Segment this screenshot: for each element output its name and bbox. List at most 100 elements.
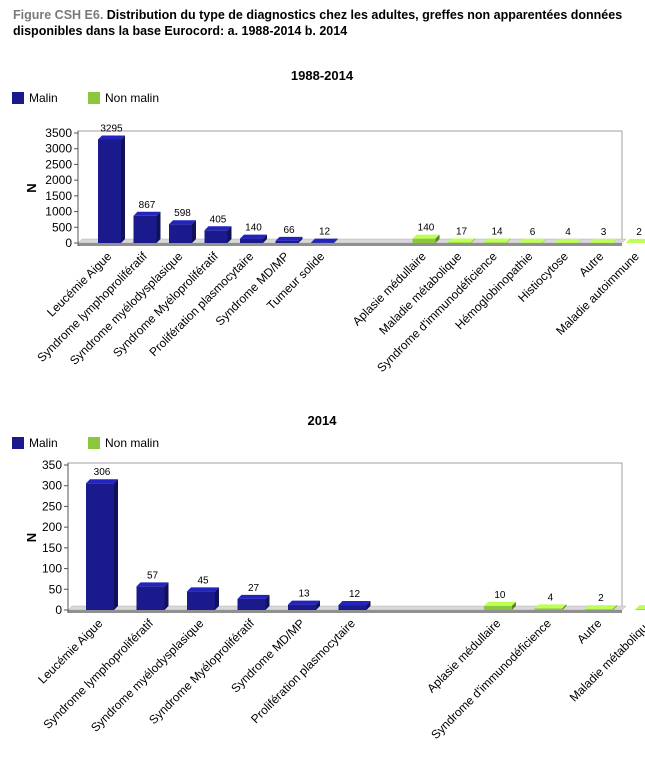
data-label: 2 [598, 593, 604, 604]
bar-side [265, 594, 270, 610]
bar-side [435, 234, 440, 243]
legend-swatch-non-malin [88, 92, 100, 104]
y-tick-label: 500 [52, 220, 72, 234]
data-label: 17 [456, 226, 468, 237]
x-tick-label: Prolifération plasmocytaire [248, 616, 358, 726]
data-label: 3295 [100, 123, 123, 134]
y-tick-label: 250 [42, 499, 62, 513]
x-tick-label: Autre [574, 616, 604, 646]
y-tick-label: 2000 [45, 173, 72, 187]
legend: Malin Non malin [12, 91, 159, 105]
plot-area [77, 130, 623, 244]
bar-side [471, 238, 476, 243]
bar-top [584, 605, 617, 610]
bar-side [164, 582, 169, 610]
bar-front [187, 591, 215, 610]
bar-top [625, 238, 645, 243]
bar-side [316, 600, 320, 610]
bar-front [412, 238, 436, 243]
bar-front [86, 483, 114, 610]
bar-side [334, 238, 338, 243]
legend-swatch-non-malin [88, 437, 100, 449]
bar-front [133, 215, 157, 243]
bar-non-malin-syndrome-d-immunodeficience [534, 604, 567, 610]
y-tick-label: 350 [42, 458, 62, 472]
data-label: 4 [565, 227, 571, 238]
x-tick-label: Maladie métabolique [567, 616, 645, 704]
bar-malin-syndrome-md-mp [275, 236, 303, 243]
bar-top [338, 601, 371, 606]
data-label: 598 [174, 208, 191, 219]
bar-top [483, 601, 516, 606]
bar-side [156, 211, 161, 243]
y-axis-label: N [24, 183, 39, 192]
bar-front [448, 242, 472, 243]
bar-side [227, 226, 232, 243]
bar-side [506, 238, 511, 243]
bar-side [612, 605, 617, 610]
bar-non-malin-maladie-metabolique [635, 605, 645, 610]
figure-label: Figure CSH E6. [13, 8, 104, 22]
y-tick-label: 200 [42, 520, 62, 534]
bar-malin-leucemie-aigue [86, 479, 118, 610]
bar-non-malin-maladie-autoimmune [625, 238, 645, 243]
bar-top [448, 238, 476, 243]
data-label: 867 [139, 200, 156, 211]
bar-front [534, 608, 563, 610]
bar-front [240, 238, 263, 243]
y-axis-label: N [24, 533, 39, 542]
data-label: 14 [491, 227, 503, 238]
bar-side [114, 479, 118, 610]
data-label: 57 [147, 570, 159, 581]
data-label: 66 [283, 225, 295, 236]
bar-malin-tumeur-solide [311, 238, 338, 243]
data-label: 13 [298, 589, 310, 600]
data-label: 405 [210, 214, 227, 225]
legend-label-non-malin: Non malin [105, 436, 159, 450]
data-label: 140 [418, 223, 435, 234]
legend-swatch-malin [12, 92, 24, 104]
bar-malin-proliferation-plasmocytaire [338, 601, 371, 610]
y-tick-label: 0 [65, 236, 72, 250]
data-label: 12 [349, 589, 361, 600]
bar-malin-syndrome-myelodysplasique [187, 587, 219, 610]
data-label: 45 [197, 575, 209, 586]
data-label: 12 [319, 227, 331, 238]
y-tick-label: 1000 [45, 205, 72, 219]
bar-top [204, 226, 232, 231]
data-label: 2 [636, 227, 642, 238]
y-tick-label: 3500 [45, 126, 72, 140]
x-tick-label: Autre [576, 249, 606, 279]
bar-side [192, 220, 196, 243]
bar-malin-syndrome-md-mp [288, 600, 320, 610]
figure-caption-text: Distribution du type de diagnostics chez… [13, 8, 623, 38]
bar-top [412, 234, 440, 239]
bar-top [86, 479, 118, 484]
bar-front [136, 586, 165, 610]
bar-top [534, 604, 567, 609]
bar-side [613, 238, 618, 243]
bar-side [542, 238, 547, 243]
data-label: 306 [94, 467, 111, 478]
bar-side [366, 601, 371, 610]
bar-top [519, 238, 547, 243]
bar-front [288, 604, 316, 610]
bar-non-malin-aplasie-medullaire [412, 234, 440, 243]
x-axis-base [78, 243, 622, 246]
bar-top [590, 238, 618, 243]
bar-non-malin-aplasie-medullaire [483, 601, 516, 610]
bar-non-malin-histiocytose [554, 238, 582, 243]
bar-front [275, 240, 299, 243]
bar-side [298, 236, 303, 243]
legend-label-malin: Malin [29, 91, 58, 105]
bar-front [338, 605, 367, 610]
y-tick-label: 3000 [45, 142, 72, 156]
bar-malin-syndrome-lymphoproliferatif [136, 582, 169, 610]
legend-swatch-malin [12, 437, 24, 449]
legend-label-malin: Malin [29, 436, 58, 450]
bar-front [204, 230, 228, 243]
y-tick-label: 2500 [45, 157, 72, 171]
y-tick-label: 300 [42, 479, 62, 493]
x-tick-label: Syndrome Myéloprolifératif [146, 616, 257, 727]
legend: Malin Non malin [12, 436, 159, 450]
